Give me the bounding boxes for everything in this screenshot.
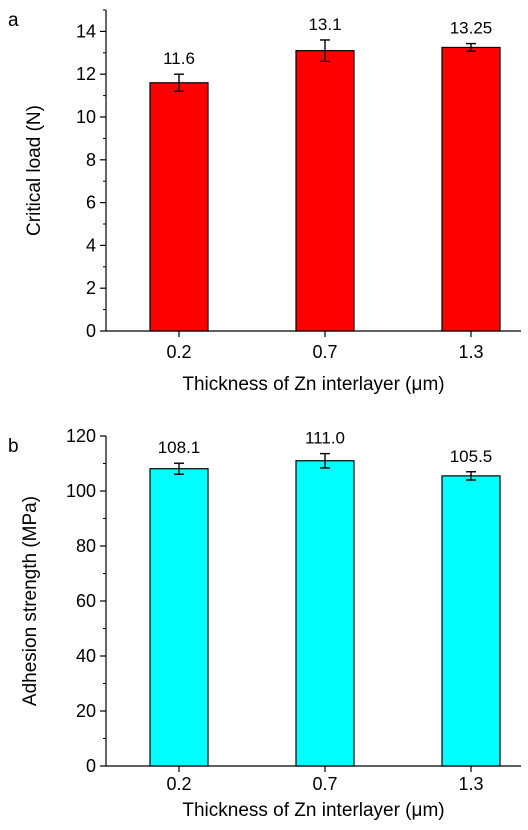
panel-b-y-tick-label: 40 [76,646,96,666]
panel-b-data-label: 111.0 [305,429,345,448]
panel-b-adhesion-strength-chart: b 0 20 40 60 80 100 120 Adhesion strength (MPa)… [8,426,521,821]
panel-a-data-label: 13.25 [450,19,493,38]
panel-a-y-tick-label: 12 [76,64,96,84]
panel-a-x-axis-label: Thickness of Zn interlayer (μm) [182,374,444,395]
panel-a-y-axis-label: Critical load (N) [24,105,45,236]
panel-a-critical-load-chart: a 0 2 4 6 8 10 12 14 Critical load (N) 11.6 0.2 13.… [8,9,521,395]
panel-b-bar [441,475,501,767]
panel-a-x-tick-label: 1.3 [458,342,483,362]
panel-a-y-tick-label: 14 [76,21,96,41]
panel-a-x-tick-label: 0.7 [312,342,337,362]
panel-b-y-tick-label: 80 [76,536,96,556]
panel-a-bar [149,82,209,332]
panel-a-bar [441,46,501,332]
panel-b-x-tick-label: 0.2 [166,774,191,794]
panel-b-bar [295,460,355,767]
panel-b-letter: b [8,436,19,457]
panel-b-y-tick-label: 100 [66,481,96,501]
panel-a-data-label: 13.1 [308,15,341,34]
panel-b-x-tick-label: 1.3 [458,774,483,794]
panel-b-y-tick-label: 120 [66,426,96,446]
panel-b-data-label: 108.1 [158,438,201,457]
panel-a-y-tick-label: 10 [76,107,96,127]
panel-a-letter: a [8,10,19,31]
panel-a-data-label: 11.6 [163,49,195,68]
panel-b-bar [149,468,209,767]
panel-a-bar [295,50,355,332]
panel-a-y-tick-label: 4 [86,235,96,255]
panel-b-y-axis-label: Adhesion strength (MPa) [20,496,41,706]
panel-a-y-tick-label: 0 [86,321,96,341]
panel-b-y-tick-label: 20 [76,701,96,721]
panel-b-x-tick-label: 0.7 [312,774,337,794]
panel-a-y-tick-label: 2 [86,278,96,298]
panel-b-x-axis-label: Thickness of Zn interlayer (μm) [182,800,444,821]
panel-b-y-tick-label: 60 [76,591,96,611]
panel-a-y-tick-label: 6 [86,193,96,213]
panel-b-y-tick-label: 0 [86,756,96,776]
panel-a-y-tick-label: 8 [86,150,96,170]
panel-b-data-label: 105.5 [450,447,493,466]
panel-a-x-tick-label: 0.2 [166,342,191,362]
